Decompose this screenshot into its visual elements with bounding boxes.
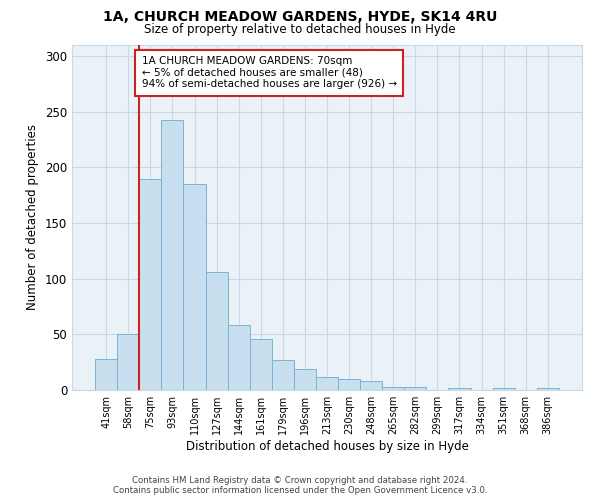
Text: 1A CHURCH MEADOW GARDENS: 70sqm
← 5% of detached houses are smaller (48)
94% of : 1A CHURCH MEADOW GARDENS: 70sqm ← 5% of … <box>142 56 397 90</box>
Bar <box>338 379 360 390</box>
X-axis label: Distribution of detached houses by size in Hyde: Distribution of detached houses by size … <box>185 440 469 453</box>
Bar <box>117 334 139 390</box>
Bar <box>493 388 515 390</box>
Text: Contains HM Land Registry data © Crown copyright and database right 2024.
Contai: Contains HM Land Registry data © Crown c… <box>113 476 487 495</box>
Bar <box>227 326 250 390</box>
Bar <box>294 369 316 390</box>
Bar <box>139 178 161 390</box>
Bar <box>161 120 184 390</box>
Text: Size of property relative to detached houses in Hyde: Size of property relative to detached ho… <box>144 22 456 36</box>
Bar <box>360 381 382 390</box>
Bar <box>382 386 404 390</box>
Bar <box>316 376 338 390</box>
Y-axis label: Number of detached properties: Number of detached properties <box>26 124 40 310</box>
Bar <box>272 360 294 390</box>
Bar <box>250 339 272 390</box>
Bar <box>448 388 470 390</box>
Bar <box>206 272 227 390</box>
Bar <box>404 386 427 390</box>
Bar <box>184 184 206 390</box>
Text: 1A, CHURCH MEADOW GARDENS, HYDE, SK14 4RU: 1A, CHURCH MEADOW GARDENS, HYDE, SK14 4R… <box>103 10 497 24</box>
Bar <box>537 388 559 390</box>
Bar <box>95 359 117 390</box>
